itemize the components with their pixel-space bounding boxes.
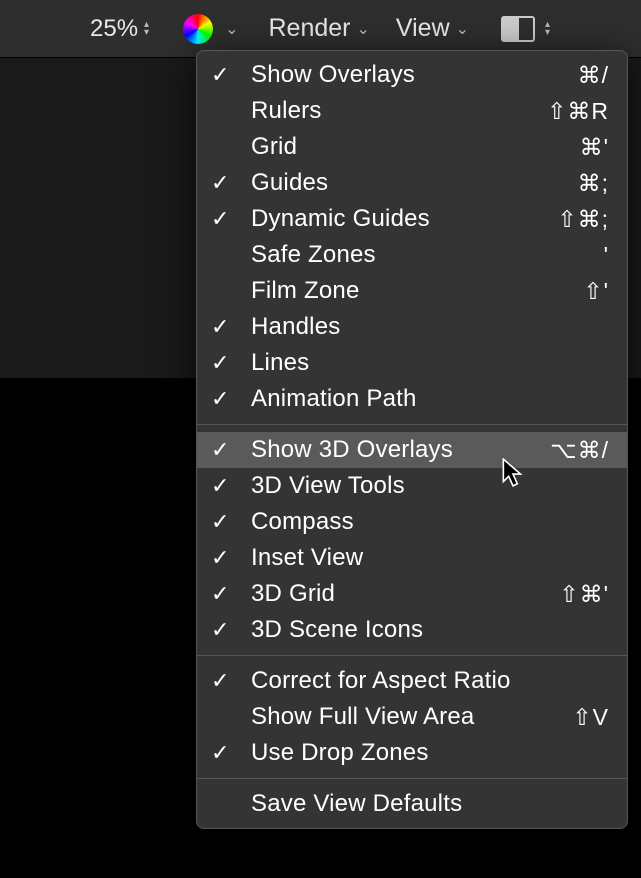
checkmark-icon: ✓ [211,668,251,694]
menu-separator [197,655,627,656]
render-label: Render [268,14,350,43]
layout-right [517,18,533,40]
menu-item-dynamic-guides[interactable]: ✓Dynamic Guides⇧⌘; [197,201,627,237]
checkmark-icon: ✓ [211,170,251,196]
view-dropdown-menu: ✓Show Overlays⌘/Rulers⇧⌘RGrid⌘'✓Guides⌘;… [196,50,628,829]
menu-item-use-drop-zones[interactable]: ✓Use Drop Zones [197,735,627,771]
menu-item-label: Grid [251,133,580,161]
checkmark-icon: ✓ [211,740,251,766]
checkmark-icon: ✓ [211,350,251,376]
menu-item-lines[interactable]: ✓Lines [197,345,627,381]
menu-item-shortcut: ⇧' [583,278,609,305]
menu-item-rulers[interactable]: Rulers⇧⌘R [197,93,627,129]
menu-separator [197,424,627,425]
menu-item-3d-grid[interactable]: ✓3D Grid⇧⌘' [197,576,627,612]
menu-item-compass[interactable]: ✓Compass [197,504,627,540]
stepper-icon[interactable]: ▴▾ [144,21,149,37]
menu-item-shortcut: ⇧V [572,704,609,731]
menu-item-3d-view-tools[interactable]: ✓3D View Tools [197,468,627,504]
menu-item-shortcut: ⇧⌘R [547,98,609,125]
checkmark-icon: ✓ [211,581,251,607]
menu-item-label: Show Overlays [251,61,578,89]
menu-item-shortcut: ⌘; [578,170,609,197]
view-menu-button[interactable]: View ⌄ [386,10,479,47]
checkmark-icon: ✓ [211,509,251,535]
menu-item-label: Correct for Aspect Ratio [251,667,609,695]
menu-item-label: Handles [251,313,609,341]
chevron-down-icon[interactable]: ⌄ [225,19,238,39]
checkmark-icon: ✓ [211,206,251,232]
menu-item-label: Show 3D Overlays [251,436,550,464]
checkmark-icon: ✓ [211,617,251,643]
menu-item-shortcut: ⇧⌘; [557,206,609,233]
menu-item-shortcut: ⇧⌘' [559,581,609,608]
menu-item-grid[interactable]: Grid⌘' [197,129,627,165]
menu-item-show-full-view-area[interactable]: Show Full View Area⇧V [197,699,627,735]
menu-item-show-3d-overlays[interactable]: ✓Show 3D Overlays⌥⌘/ [197,432,627,468]
menu-item-label: Film Zone [251,277,583,305]
menu-item-label: Compass [251,508,609,536]
menu-item-label: 3D View Tools [251,472,609,500]
layout-left [503,18,517,40]
menu-item-film-zone[interactable]: Film Zone⇧' [197,273,627,309]
menu-item-show-overlays[interactable]: ✓Show Overlays⌘/ [197,57,627,93]
chevron-down-icon: ⌄ [456,19,469,39]
menu-item-3d-scene-icons[interactable]: ✓3D Scene Icons [197,612,627,648]
menu-item-label: 3D Scene Icons [251,616,609,644]
menu-item-label: Lines [251,349,609,377]
menu-item-label: Save View Defaults [251,790,609,818]
menu-item-label: Inset View [251,544,609,572]
menu-item-label: Animation Path [251,385,609,413]
menu-item-label: Rulers [251,97,547,125]
stepper-icon[interactable]: ▴▾ [545,21,550,37]
menu-item-shortcut: ⌘/ [578,62,609,89]
checkmark-icon: ✓ [211,545,251,571]
checkmark-icon: ✓ [211,437,251,463]
menu-item-label: Show Full View Area [251,703,572,731]
chevron-down-icon: ⌄ [356,19,369,39]
color-swatch-icon[interactable] [183,14,213,44]
zoom-control[interactable]: 25% ▴▾ [84,11,155,47]
menu-item-label: Guides [251,169,578,197]
menu-item-label: Dynamic Guides [251,205,557,233]
menu-item-shortcut: ⌘' [580,134,609,161]
checkmark-icon: ✓ [211,314,251,340]
menu-item-safe-zones[interactable]: Safe Zones' [197,237,627,273]
zoom-value: 25% [90,15,138,43]
checkmark-icon: ✓ [211,386,251,412]
menu-item-shortcut: ' [604,242,609,269]
checkmark-icon: ✓ [211,473,251,499]
view-label: View [396,14,450,43]
menu-item-animation-path[interactable]: ✓Animation Path [197,381,627,417]
menu-item-save-view-defaults[interactable]: Save View Defaults [197,786,627,822]
menu-item-inset-view[interactable]: ✓Inset View [197,540,627,576]
menu-item-label: Use Drop Zones [251,739,609,767]
menu-item-label: Safe Zones [251,241,604,269]
menu-item-handles[interactable]: ✓Handles [197,309,627,345]
checkmark-icon: ✓ [211,62,251,88]
menu-separator [197,778,627,779]
menu-item-label: 3D Grid [251,580,559,608]
menu-item-shortcut: ⌥⌘/ [550,437,609,464]
menu-item-guides[interactable]: ✓Guides⌘; [197,165,627,201]
menu-item-correct-for-aspect-ratio[interactable]: ✓Correct for Aspect Ratio [197,663,627,699]
layout-split-icon[interactable] [501,16,535,42]
render-menu-button[interactable]: Render ⌄ [258,10,379,47]
